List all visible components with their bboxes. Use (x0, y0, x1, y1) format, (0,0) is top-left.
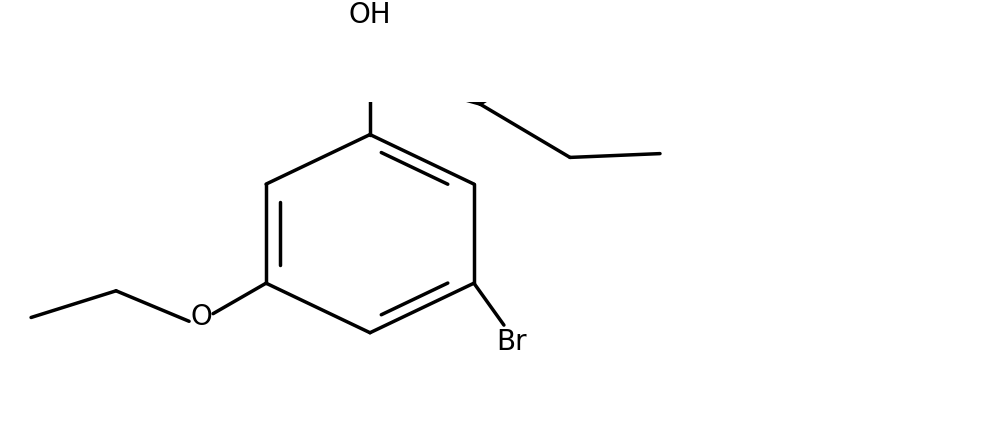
Text: Br: Br (496, 328, 527, 356)
Text: OH: OH (349, 1, 391, 29)
Text: O: O (191, 303, 212, 331)
